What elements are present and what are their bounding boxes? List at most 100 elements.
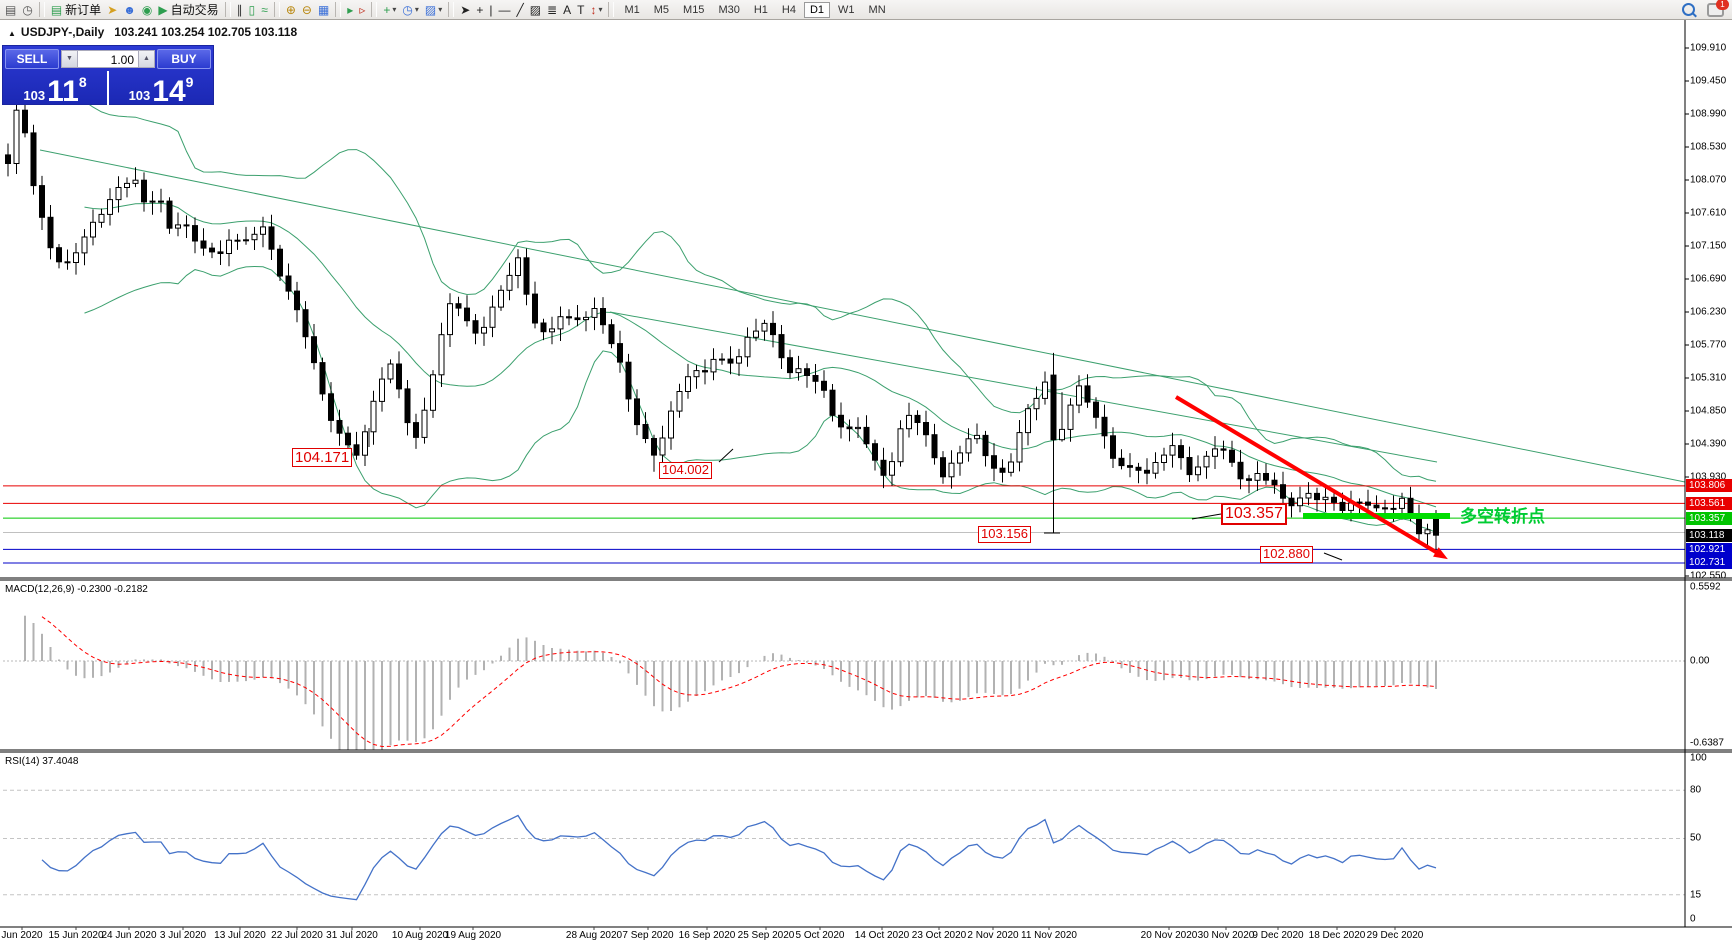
- profiles-button[interactable]: ◷: [19, 1, 35, 19]
- chart-shift-button[interactable]: ▹: [356, 1, 368, 19]
- candle-body: [226, 239, 232, 254]
- timeframe-button-d1[interactable]: D1: [803, 1, 831, 18]
- price-tick-label: 105.770: [1690, 339, 1727, 351]
- buy-button[interactable]: BUY: [157, 49, 211, 69]
- auto-trading-button[interactable]: ▶ 自动交易: [155, 1, 221, 19]
- chevron-down-icon: ▾: [392, 5, 397, 14]
- indicator-scale-label: 15: [1690, 889, 1702, 901]
- downtrend-arrow-line: [1174, 395, 1443, 557]
- candle-body: [872, 443, 878, 461]
- candle-body: [370, 400, 377, 433]
- volume-input[interactable]: 1.00: [78, 50, 138, 68]
- cursor-icon: ➤: [460, 2, 471, 17]
- turning-point-annotation[interactable]: 多空转折点: [1460, 507, 1545, 526]
- candle-body: [1373, 504, 1380, 509]
- candle-body: [668, 410, 674, 439]
- main-price-pane: [3, 97, 1685, 564]
- buy-price[interactable]: 103 14 9: [109, 71, 213, 107]
- timeframe-button-mn[interactable]: MN: [868, 3, 886, 16]
- sell-button[interactable]: SELL: [5, 49, 59, 69]
- timeframe-button-m30[interactable]: M30: [718, 3, 740, 16]
- volume-decrease-button[interactable]: ▼: [61, 50, 78, 68]
- timeframe-button-h1[interactable]: H1: [753, 3, 768, 16]
- candle-body: [1314, 492, 1320, 501]
- date-label: 24 Jun 2020: [101, 930, 157, 941]
- fibonacci-button[interactable]: ≣: [544, 1, 560, 19]
- candle-body: [965, 438, 972, 454]
- candle-body: [642, 424, 649, 439]
- candle-body: [217, 251, 224, 254]
- tile-windows-button[interactable]: ▦: [315, 1, 332, 19]
- expert-advisors-icon: ☻: [123, 2, 136, 17]
- close-order-button[interactable]: ➤: [104, 1, 120, 19]
- new-order-button[interactable]: ▤ 新订单: [48, 1, 104, 19]
- price-callout-103.357[interactable]: 103.357: [1221, 503, 1287, 526]
- candle-body: [957, 452, 963, 464]
- timeframe-button-h4[interactable]: H4: [781, 3, 796, 16]
- vertical-line-button[interactable]: |: [486, 1, 495, 19]
- candle-body: [532, 293, 538, 324]
- indicators-button[interactable]: + ▾: [380, 1, 399, 19]
- candle-body: [1212, 448, 1218, 457]
- candle-body: [73, 252, 79, 264]
- green-trendline-1: [39, 149, 1685, 483]
- candle-body: [1076, 385, 1082, 406]
- candle-body: [1101, 416, 1108, 437]
- candle-body: [1093, 401, 1099, 418]
- date-label: 13 Jul 2020: [214, 930, 266, 941]
- notifications-icon[interactable]: 1: [1707, 0, 1729, 17]
- candle-body: [90, 221, 96, 238]
- chevron-down-icon: ▾: [598, 5, 603, 14]
- expert-advisors-button[interactable]: ☻: [120, 1, 139, 19]
- line-chart-button[interactable]: ≈: [258, 1, 271, 19]
- new-chart-button[interactable]: ▤: [2, 1, 19, 19]
- date-label: Jun 2020: [1, 930, 43, 941]
- candle-body: [1399, 497, 1405, 509]
- candle-body: [634, 398, 640, 426]
- candle-body: [1203, 455, 1210, 468]
- candle-body: [1263, 473, 1269, 481]
- price-callout-103.156[interactable]: 103.156: [978, 526, 1031, 543]
- templates-button[interactable]: ▨ ▾: [422, 1, 445, 19]
- bar-chart-button[interactable]: ∥: [234, 1, 246, 19]
- candle-body: [1229, 449, 1235, 463]
- price-callout-102.880[interactable]: 102.880: [1260, 546, 1313, 563]
- price-callout-104.171[interactable]: 104.171: [292, 448, 353, 468]
- timeframe-button-m15[interactable]: M15: [683, 3, 705, 16]
- signals-icon: ◉: [141, 2, 153, 17]
- toolbar-separator: [38, 2, 45, 17]
- candle-body: [914, 414, 921, 423]
- candle-body: [753, 330, 759, 338]
- price-callout-104.002[interactable]: 104.002: [659, 462, 712, 479]
- indicator-scale-label: 100: [1690, 752, 1707, 764]
- label-button[interactable]: T: [574, 1, 587, 19]
- zoom-out-button[interactable]: ⊖: [299, 1, 315, 19]
- timeframe-button-m5[interactable]: M5: [653, 3, 670, 16]
- search-icon[interactable]: [1682, 3, 1695, 16]
- candle-body: [1339, 501, 1346, 511]
- trendline-button[interactable]: ╱: [513, 1, 526, 19]
- timeframe-button-w1[interactable]: W1: [838, 3, 855, 16]
- candle-body: [438, 334, 445, 376]
- candle-body: [974, 434, 980, 440]
- crosshair-button[interactable]: +: [473, 1, 486, 19]
- sell-price[interactable]: 103 11 8: [3, 71, 109, 107]
- signals-button[interactable]: ◉: [139, 1, 155, 19]
- auto-scroll-button[interactable]: ▸: [344, 1, 356, 19]
- horizontal-line-button[interactable]: —: [495, 1, 513, 19]
- candle-body: [863, 426, 870, 445]
- price-tick-label: 103.930: [1690, 471, 1727, 483]
- date-label: 15 Jun 2020: [48, 930, 104, 941]
- channel-button[interactable]: ▨: [527, 1, 544, 19]
- text-button[interactable]: A: [560, 1, 574, 19]
- zoom-in-button[interactable]: ⊕: [283, 1, 299, 19]
- periods-button[interactable]: ◷ ▾: [399, 1, 422, 19]
- arrows-button[interactable]: ↕ ▾: [587, 1, 605, 19]
- volume-increase-button[interactable]: ▲: [138, 50, 155, 68]
- candle-body: [1050, 374, 1057, 441]
- timeframe-button-m1[interactable]: M1: [624, 3, 640, 16]
- cursor-button[interactable]: ➤: [457, 1, 473, 19]
- candle-body: [1127, 465, 1133, 468]
- candlestick-chart-button[interactable]: ▯: [246, 1, 259, 19]
